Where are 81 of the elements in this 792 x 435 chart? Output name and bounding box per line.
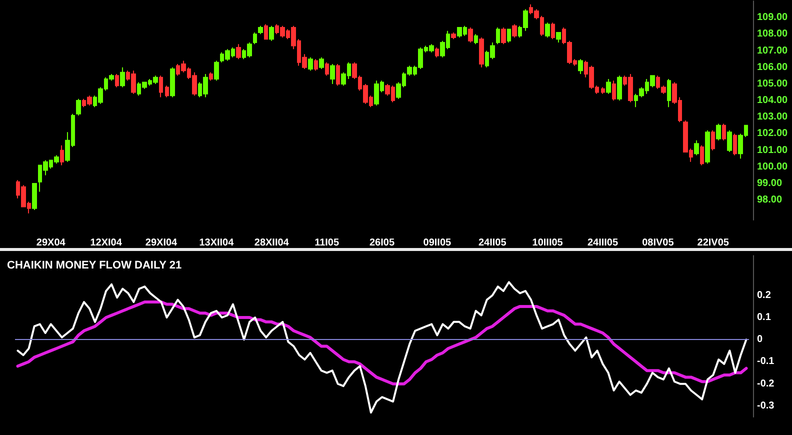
candlestick <box>705 130 710 164</box>
x-tick-label: 24III05 <box>587 238 618 248</box>
candlestick <box>479 37 484 68</box>
candlestick <box>694 140 699 156</box>
y-tick-label: 102.00 <box>757 128 788 140</box>
x-tick-label: 29X04 <box>36 238 66 248</box>
candlestick <box>435 46 439 58</box>
candlestick <box>76 98 81 116</box>
candlestick <box>209 72 213 82</box>
y-tick-label: 0 <box>757 334 763 346</box>
x-tick-label: 24II05 <box>478 238 507 248</box>
candlestick <box>612 80 616 102</box>
candlestick <box>32 183 37 211</box>
y-tick-label: 98.00 <box>757 194 782 206</box>
y-tick-label: -0.3 <box>757 400 775 412</box>
y-tick-label: 103.00 <box>757 112 788 123</box>
candlestick <box>733 133 737 156</box>
y-tick-label: 99.00 <box>757 178 782 189</box>
line-series <box>16 281 748 414</box>
chart-title: CHAIKIN MONEY FLOW DAILY 21 <box>7 260 182 272</box>
candlestick <box>336 64 340 86</box>
candlestick <box>617 75 622 102</box>
y-tick-label: -0.2 <box>757 378 775 390</box>
candlestick <box>308 56 313 72</box>
candlestick <box>716 123 721 141</box>
candlestick <box>551 22 555 40</box>
candlestick <box>319 56 324 70</box>
y-tick-label: 101.00 <box>757 144 788 156</box>
candlestick <box>165 85 169 98</box>
candlestick <box>170 66 175 98</box>
x-tick-label: 29XI04 <box>145 238 178 248</box>
x-tick-label: 22IV05 <box>697 238 730 248</box>
y-tick-label: 0.1 <box>757 312 772 324</box>
x-tick-label: 13XII04 <box>199 238 234 248</box>
candlestick <box>601 86 605 94</box>
candlestick <box>325 62 329 76</box>
candlestick <box>115 74 119 88</box>
candlestick <box>578 58 583 74</box>
candlestick <box>120 66 125 88</box>
line-series <box>16 300 748 386</box>
candlestick <box>507 28 511 43</box>
y-tick-label: 107.00 <box>757 45 788 56</box>
x-tick-label: 08IV05 <box>642 238 674 248</box>
x-tick-label: 11I05 <box>314 238 340 248</box>
candlestick <box>700 144 704 166</box>
y-tick-label: -0.1 <box>757 356 775 368</box>
candlestick <box>269 25 274 42</box>
candlestick <box>468 27 473 43</box>
x-tick-label: 26I05 <box>369 238 395 248</box>
y-tick-label: 105.00 <box>757 78 788 90</box>
y-tick-label: 104.00 <box>757 95 788 106</box>
y-tick-label: 100.00 <box>757 161 788 172</box>
candlestick <box>258 25 263 35</box>
candlestick <box>330 64 335 84</box>
y-tick-label: 109.00 <box>757 12 788 24</box>
candlestick <box>727 130 732 152</box>
candlestick <box>253 32 257 45</box>
candlestick <box>214 60 219 82</box>
y-tick-label: 108.00 <box>757 28 788 40</box>
x-tick-label: 28XII04 <box>254 238 290 248</box>
candlestick <box>496 27 500 45</box>
x-tick-label: 12XI04 <box>90 238 122 248</box>
candlestick <box>711 130 715 151</box>
y-tick-label: 0.2 <box>757 290 772 301</box>
candlestick <box>667 78 671 108</box>
candlestick <box>264 24 268 40</box>
candlestick <box>606 78 611 94</box>
candlestick <box>236 44 241 60</box>
candlestick <box>60 144 64 166</box>
candlestick <box>451 32 456 40</box>
candlestick <box>545 22 550 38</box>
x-tick-label: 10III05 <box>532 238 564 248</box>
candlestick <box>474 34 478 45</box>
candlestick <box>512 24 517 38</box>
y-tick-label: 106.00 <box>757 62 788 73</box>
candlestick <box>722 123 726 141</box>
candlestick <box>314 58 318 72</box>
candlestick <box>159 75 163 98</box>
candlestick <box>501 27 506 45</box>
x-tick-label: 09II05 <box>423 238 452 248</box>
candlestick <box>556 32 561 43</box>
